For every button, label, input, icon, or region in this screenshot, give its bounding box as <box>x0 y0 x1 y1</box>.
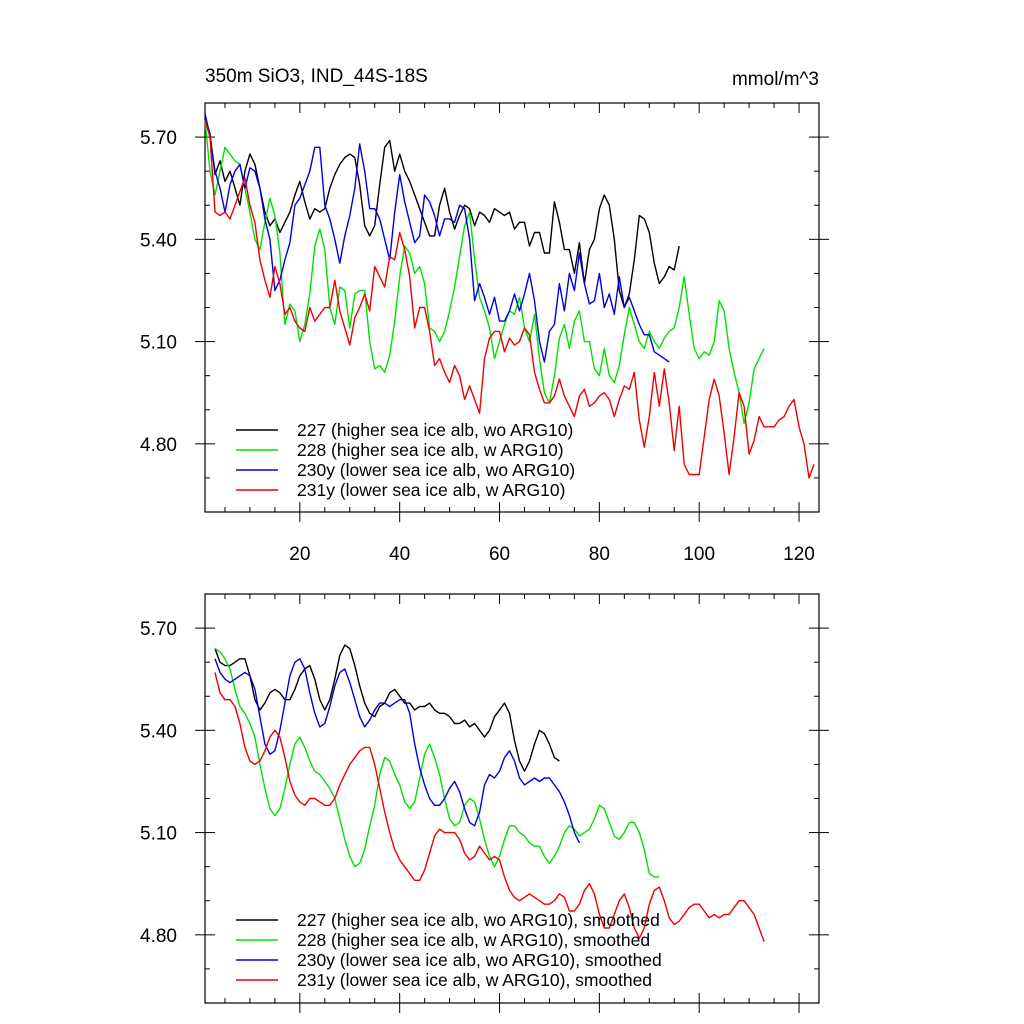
y-tick-label: 5.40 <box>140 230 177 251</box>
x-tick-label: 120 <box>783 544 815 565</box>
y-tick-label: 5.10 <box>140 333 177 354</box>
legend-label-230y: 230y (lower sea ice alb, wo ARG10) <box>297 460 575 480</box>
y-tick-label: 5.70 <box>140 619 177 640</box>
chart-title: 350m SiO3, IND_44S-18S <box>205 66 428 87</box>
y-tick-label: 4.80 <box>140 926 177 947</box>
legend-label-227: 227 (higher sea ice alb, wo ARG10), smoo… <box>297 910 660 930</box>
series-line-231y <box>204 119 815 479</box>
legend-label-230y: 230y (lower sea ice alb, wo ARG10), smoo… <box>297 950 662 970</box>
x-tick-label: 60 <box>489 544 510 565</box>
x-tick-label: 40 <box>389 544 410 565</box>
units-label: mmol/m^3 <box>732 69 819 90</box>
legend-label-231y: 231y (lower sea ice alb, w ARG10) <box>297 480 565 500</box>
top-panel: 20 40 60 80 100 120 4.80 5.10 5.40 5.70 227 (highe… <box>140 102 829 565</box>
legend-label-231y: 231y (lower sea ice alb, w ARG10), smoot… <box>297 970 652 990</box>
y-tick-label: 5.70 <box>140 128 177 149</box>
bottom-panel: 4.80 5.10 5.40 5.70 227 (higher sea ice alb,… <box>140 593 829 1013</box>
series-line-228 <box>214 647 660 878</box>
legend-label-228: 228 (higher sea ice alb, w ARG10), smoot… <box>297 930 650 950</box>
legend-label-228: 228 (higher sea ice alb, w ARG10) <box>297 440 564 460</box>
legend-label-227: 227 (higher sea ice alb, wo ARG10) <box>297 420 573 440</box>
y-tick-label: 5.10 <box>140 824 177 845</box>
series-line-227 <box>214 644 560 772</box>
series-line-228 <box>204 119 765 425</box>
series-line-230y <box>214 658 581 844</box>
x-tick-label: 20 <box>289 544 310 565</box>
y-tick-label: 4.80 <box>140 435 177 456</box>
series-line-230y <box>204 113 670 363</box>
x-tick-label: 100 <box>683 544 715 565</box>
y-tick-label: 5.40 <box>140 721 177 742</box>
series-line-227 <box>204 116 680 309</box>
x-tick-label: 80 <box>589 544 610 565</box>
series-line-231y <box>214 672 765 942</box>
